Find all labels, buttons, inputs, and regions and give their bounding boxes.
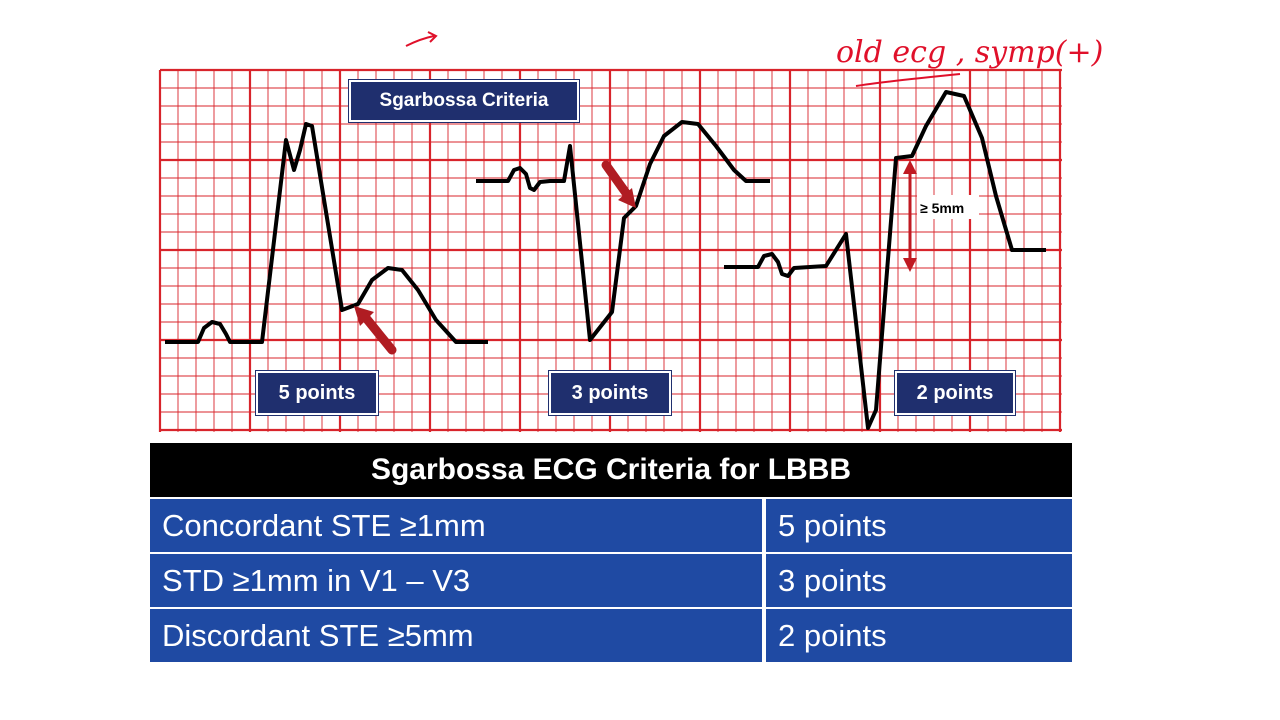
- points-cell: 2 points: [766, 609, 1072, 662]
- ecg-trace-discordant: [724, 90, 1046, 430]
- table-row: Concordant STE ≥1mm 5 points: [150, 499, 1072, 552]
- arrow-concordant: [354, 306, 397, 355]
- points-cell: 3 points: [766, 554, 1072, 607]
- points-cell: 5 points: [766, 499, 1072, 552]
- criteria-table: Sgarbossa ECG Criteria for LBBB Concorda…: [150, 443, 1072, 662]
- table-row: Discordant STE ≥5mm 2 points: [150, 609, 1072, 662]
- criterion-cell: Discordant STE ≥5mm: [150, 609, 762, 662]
- criterion-cell: Concordant STE ≥1mm: [150, 499, 762, 552]
- measure-arrow: [903, 160, 917, 272]
- measure-label: ≥ 5mm: [920, 200, 964, 216]
- ecg-trace-std: [476, 120, 770, 342]
- criterion-cell: STD ≥1mm in V1 – V3: [150, 554, 762, 607]
- ecg-diagram: ≥ 5mm Sgarbossa Criteria 5 points 3 poin…: [158, 68, 1062, 432]
- table-row: STD ≥1mm in V1 – V3 3 points: [150, 554, 1072, 607]
- table-header: Sgarbossa ECG Criteria for LBBB: [150, 443, 1072, 497]
- diagram-title: Sgarbossa Criteria: [349, 80, 579, 122]
- arrow-std: [601, 160, 636, 208]
- panel-label-3-points: 3 points: [549, 371, 671, 415]
- ecg-trace-concordant: [165, 122, 488, 344]
- measure-label-bg: [917, 195, 979, 219]
- panel-label-5-points: 5 points: [256, 371, 378, 415]
- panel-label-2-points: 2 points: [895, 371, 1015, 415]
